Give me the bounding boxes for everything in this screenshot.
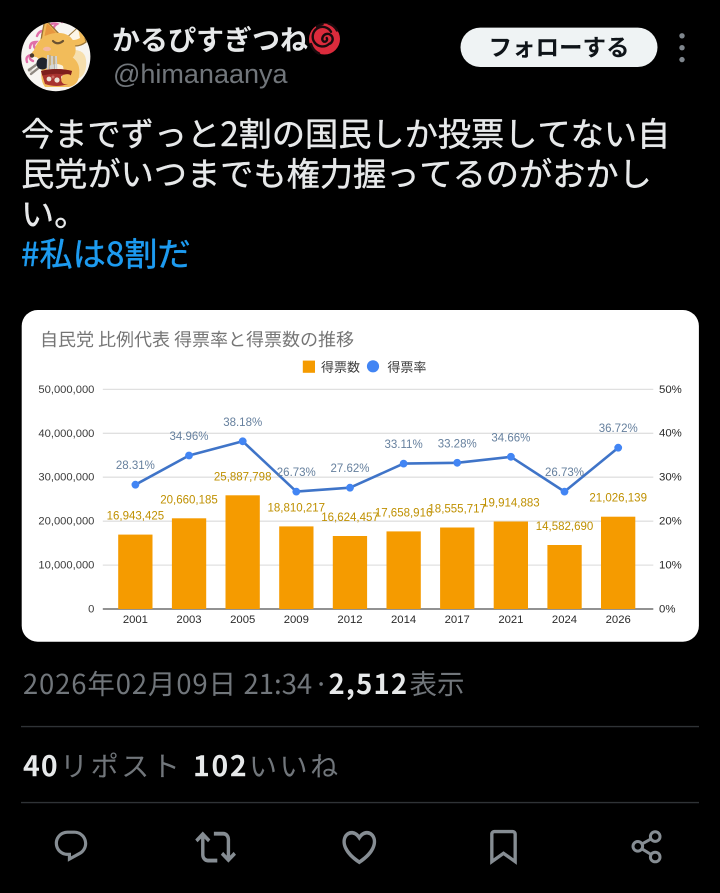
svg-text:27.62%: 27.62% — [330, 463, 369, 475]
svg-text:0: 0 — [88, 604, 94, 616]
svg-text:@himanaanya: @himanaanya — [113, 59, 288, 89]
svg-text:50%: 50% — [659, 384, 682, 396]
svg-text:26.73%: 26.73% — [277, 467, 316, 479]
svg-text:20,000,000: 20,000,000 — [38, 516, 94, 528]
svg-text:18,555,717: 18,555,717 — [428, 504, 486, 516]
svg-text:10%: 10% — [659, 560, 682, 572]
svg-text:33.28%: 33.28% — [438, 438, 477, 450]
svg-text:40%: 40% — [659, 428, 682, 440]
svg-text:2014: 2014 — [391, 614, 416, 626]
svg-text:0%: 0% — [659, 603, 675, 615]
svg-text:18,810,217: 18,810,217 — [268, 502, 326, 514]
svg-text:2001: 2001 — [123, 614, 148, 626]
svg-text:2017: 2017 — [445, 614, 470, 626]
svg-text:2005: 2005 — [230, 614, 255, 626]
svg-text:33.11%: 33.11% — [385, 439, 423, 451]
svg-text:40,000,000: 40,000,000 — [38, 428, 94, 440]
svg-text:30%: 30% — [659, 472, 682, 484]
svg-text:10,000,000: 10,000,000 — [38, 560, 94, 572]
svg-text:34.96%: 34.96% — [169, 431, 208, 443]
svg-text:2012: 2012 — [337, 614, 362, 626]
svg-text:50,000,000: 50,000,000 — [38, 384, 94, 396]
svg-text:26.73%: 26.73% — [545, 467, 584, 479]
svg-text:30,000,000: 30,000,000 — [38, 472, 94, 484]
svg-text:28.31%: 28.31% — [116, 460, 155, 472]
svg-text:19,914,883: 19,914,883 — [482, 498, 540, 510]
svg-text:36.72%: 36.72% — [599, 423, 638, 435]
svg-text:14,582,690: 14,582,690 — [536, 521, 594, 533]
svg-text:20%: 20% — [659, 516, 682, 528]
svg-text:34.66%: 34.66% — [491, 432, 530, 444]
svg-text:2021: 2021 — [498, 614, 523, 626]
svg-text:21,026,139: 21,026,139 — [589, 493, 647, 505]
svg-text:2026: 2026 — [606, 614, 631, 626]
svg-text:2024: 2024 — [552, 614, 577, 626]
svg-text:25,887,798: 25,887,798 — [214, 471, 272, 483]
svg-text:20,660,185: 20,660,185 — [160, 494, 218, 506]
svg-text:17,658,916: 17,658,916 — [375, 507, 433, 519]
svg-text:16,943,425: 16,943,425 — [107, 511, 165, 523]
svg-text:2009: 2009 — [284, 614, 309, 626]
svg-text:2003: 2003 — [176, 614, 201, 626]
svg-text:38.18%: 38.18% — [223, 417, 262, 429]
svg-text:16,624,457: 16,624,457 — [321, 512, 379, 524]
